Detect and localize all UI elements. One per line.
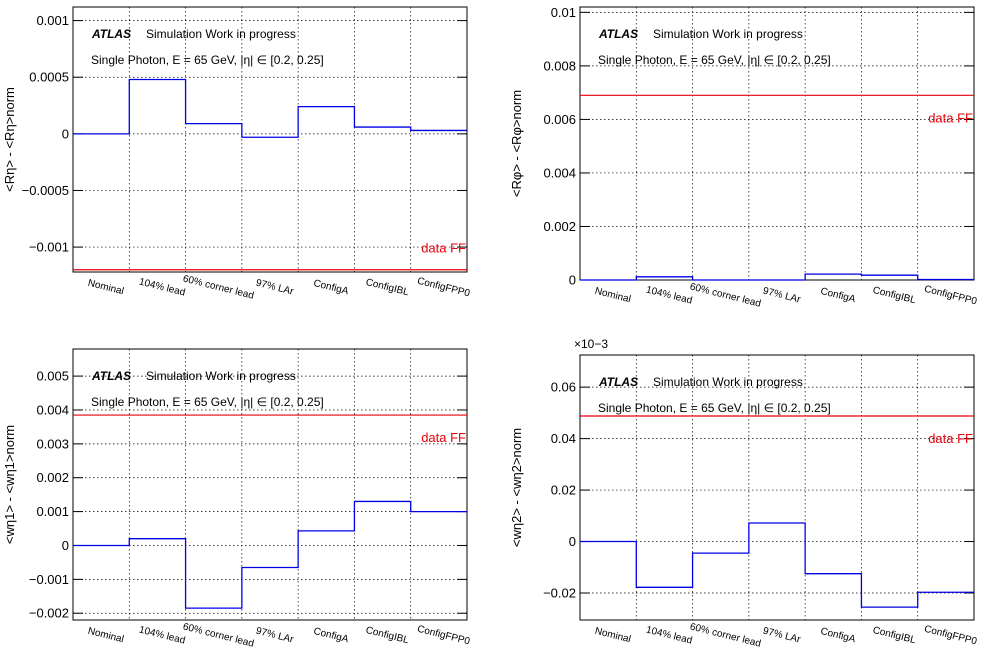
atlas-label: ATLAS xyxy=(598,27,638,41)
y-tick-label: 0.01 xyxy=(551,5,576,20)
category-label: Nominal xyxy=(594,626,632,646)
y-tick-label: 0.005 xyxy=(36,369,69,384)
chart-panel-2: 0 0.002 0.004 0.006 0.008 0.01 <Rφ> - <Rφ>norm… xyxy=(509,5,978,310)
selection-label: Single Photon, E = 65 GeV, |η| ∈ [0.2, 0… xyxy=(91,395,324,409)
y-axis-label: <wη2> - <wη2>norm xyxy=(509,428,524,547)
category-label: ConfigA xyxy=(819,626,857,645)
y-tick-label: 0.006 xyxy=(543,112,576,127)
category-label: ConfigA xyxy=(312,278,350,297)
y-tick-label: 0.002 xyxy=(36,470,69,485)
status-label: Simulation Work in progress xyxy=(653,27,803,41)
status-label: Simulation Work in progress xyxy=(653,375,803,389)
y-tick-label: 0.004 xyxy=(36,402,69,417)
atlas-label: ATLAS xyxy=(91,369,131,383)
y-tick-label: 0 xyxy=(62,126,69,141)
category-label: Nominal xyxy=(594,286,632,306)
category-label: Nominal xyxy=(87,626,125,646)
y-tick-label: 0.04 xyxy=(551,431,576,446)
selection-label: Single Photon, E = 65 GeV, |η| ∈ [0.2, 0… xyxy=(598,401,831,415)
y-tick-label: 0.001 xyxy=(36,13,69,28)
series-line xyxy=(580,273,974,281)
category-label: 97% LAr xyxy=(762,286,803,306)
y-tick-label: −0.0005 xyxy=(22,183,69,198)
series-line xyxy=(73,500,467,609)
y-tick-label: 0.002 xyxy=(543,219,576,234)
category-label: ConfigA xyxy=(819,286,857,305)
y-tick-label: 0.02 xyxy=(551,483,576,498)
category-label: 104% lead xyxy=(645,625,694,647)
y-tick-label: 0.004 xyxy=(543,165,576,180)
y-tick-label: −0.02 xyxy=(543,585,576,600)
category-label: 104% lead xyxy=(138,625,187,647)
plot-frame xyxy=(72,6,468,273)
category-label: ConfigIBL xyxy=(872,285,918,306)
atlas-label: ATLAS xyxy=(91,27,131,41)
plot-frame xyxy=(72,348,468,621)
category-label: ConfigA xyxy=(312,626,350,645)
reference-label: data FF xyxy=(928,110,973,125)
y-tick-label: 0.001 xyxy=(36,504,69,519)
category-label: ConfigIBL xyxy=(365,625,411,646)
category-label: ConfigIBL xyxy=(365,277,411,298)
plot-frame xyxy=(579,6,975,281)
y-tick-label: 0.0005 xyxy=(29,70,69,85)
chart-panel-1: −0.001 −0.0005 0 0.0005 0.001 <Rη> - <Rη>norm… xyxy=(2,6,471,302)
y-tick-label: 0 xyxy=(569,273,576,288)
category-label: ConfigIBL xyxy=(872,625,918,646)
category-label: 60% corner lead xyxy=(689,621,762,649)
category-label: 60% corner lead xyxy=(182,621,255,649)
y-tick-label: −0.001 xyxy=(29,572,69,587)
reference-label: data FF xyxy=(421,430,466,445)
category-label: ConfigFPP0 xyxy=(923,624,978,648)
y-tick-label: 0.003 xyxy=(36,436,69,451)
axis-multiplier: ×10−3 xyxy=(574,337,608,351)
category-label: 104% lead xyxy=(138,277,187,299)
chart-panel-4: −0.02 0 0.02 0.04 0.06 ×10−3 <wη2> - <wη2>norm… xyxy=(509,337,978,650)
reference-label: data FF xyxy=(928,431,973,446)
selection-label: Single Photon, E = 65 GeV, |η| ∈ [0.2, 0… xyxy=(91,53,324,67)
y-tick-label: −0.001 xyxy=(29,240,69,255)
y-axis-label: <Rη> - <Rη>norm xyxy=(2,87,17,192)
status-label: Simulation Work in progress xyxy=(146,369,296,383)
y-tick-label: 0.06 xyxy=(551,380,576,395)
y-axis-label: <wη1> - <wη1>norm xyxy=(2,425,17,544)
category-label: 97% LAr xyxy=(255,278,296,298)
category-label: 60% corner lead xyxy=(182,273,255,301)
category-label: Nominal xyxy=(87,278,125,298)
chart-panel-3: −0.002 −0.001 0 0.001 0.002 0.003 0.004 0.005 <w… xyxy=(2,348,471,650)
y-axis-label: <Rφ> - <Rφ>norm xyxy=(509,90,524,197)
category-label: ConfigFPP0 xyxy=(416,624,471,648)
y-tick-label: 0 xyxy=(62,538,69,553)
plot-frame xyxy=(579,354,975,621)
category-label: 104% lead xyxy=(645,285,694,307)
selection-label: Single Photon, E = 65 GeV, |η| ∈ [0.2, 0… xyxy=(598,53,831,67)
status-label: Simulation Work in progress xyxy=(146,27,296,41)
category-label: ConfigFPP0 xyxy=(923,284,978,308)
category-label: 60% corner lead xyxy=(689,281,762,309)
category-label: 97% LAr xyxy=(255,626,296,646)
reference-label: data FF xyxy=(421,241,466,256)
y-tick-label: 0.008 xyxy=(543,58,576,73)
category-label: 97% LAr xyxy=(762,626,803,646)
y-tick-label: 0 xyxy=(569,534,576,549)
y-tick-label: −0.002 xyxy=(29,606,69,621)
category-label: ConfigFPP0 xyxy=(416,276,471,300)
series-line xyxy=(73,78,467,138)
series-line xyxy=(580,522,974,608)
atlas-label: ATLAS xyxy=(598,375,638,389)
